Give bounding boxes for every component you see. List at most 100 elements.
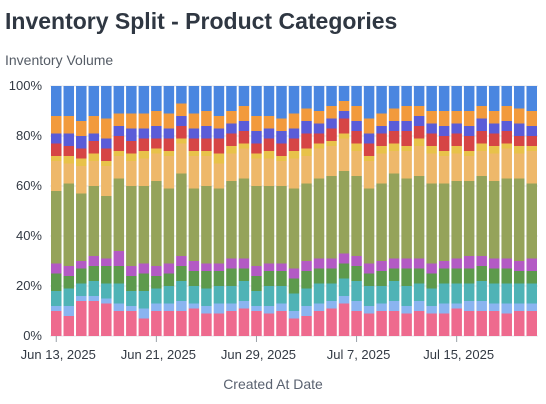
bar-segment[interactable] (301, 121, 312, 134)
bar-segment[interactable] (101, 266, 112, 284)
bar-segment[interactable] (488, 123, 500, 134)
bar-segment[interactable] (401, 151, 412, 179)
bar-segment[interactable] (151, 266, 162, 276)
bar-segment[interactable] (376, 286, 387, 304)
bar-segment[interactable] (526, 126, 537, 136)
bar-segment[interactable] (213, 116, 225, 129)
bar-segment[interactable] (263, 128, 275, 139)
bar-segment[interactable] (313, 311, 325, 336)
bar-segment[interactable] (451, 308, 462, 337)
bar-segment[interactable] (88, 86, 100, 116)
bar-segment[interactable] (226, 268, 237, 287)
bar-segment[interactable] (488, 146, 500, 154)
bar-segment[interactable] (401, 131, 412, 146)
bar-segment[interactable] (438, 136, 450, 151)
bar-segment[interactable] (338, 101, 350, 111)
bar-segment[interactable] (263, 86, 275, 116)
bar-segment[interactable] (126, 161, 137, 186)
bar-segment[interactable] (501, 268, 512, 284)
bar-segment[interactable] (113, 283, 125, 304)
bar-segment[interactable] (138, 308, 150, 319)
bar-segment[interactable] (201, 288, 212, 307)
bar-segment[interactable] (351, 256, 362, 266)
bar-segment[interactable] (413, 283, 425, 302)
bar-segment[interactable] (226, 258, 237, 269)
bar-segment[interactable] (326, 86, 337, 106)
bar-segment[interactable] (513, 146, 525, 154)
bar-segment[interactable] (76, 283, 87, 297)
bar-segment[interactable] (476, 256, 487, 266)
bar-segment[interactable] (526, 303, 537, 312)
bar-segment[interactable] (126, 306, 137, 311)
bar-segment[interactable] (51, 263, 62, 274)
bar-segment[interactable] (163, 156, 175, 189)
bar-segment[interactable] (501, 313, 512, 337)
bar-segment[interactable] (326, 118, 337, 129)
bar-segment[interactable] (51, 291, 62, 306)
bar-segment[interactable] (176, 281, 187, 301)
bar-segment[interactable] (476, 301, 487, 311)
bar-segment[interactable] (238, 268, 250, 282)
bar-segment[interactable] (126, 291, 137, 306)
bar-segment[interactable] (126, 113, 137, 129)
bar-segment[interactable] (438, 268, 450, 284)
bar-segment[interactable] (176, 116, 187, 126)
bar-segment[interactable] (463, 86, 475, 111)
bar-segment[interactable] (163, 311, 175, 336)
bar-segment[interactable] (288, 293, 300, 312)
bar-segment[interactable] (513, 123, 525, 137)
bar-segment[interactable] (263, 186, 275, 264)
bar-segment[interactable] (376, 271, 387, 286)
bar-segment[interactable] (138, 186, 150, 264)
bar-segment[interactable] (101, 303, 112, 337)
bar-segment[interactable] (438, 111, 450, 126)
bar-segment[interactable] (388, 143, 400, 152)
bar-segment[interactable] (63, 86, 75, 116)
bar-segment[interactable] (213, 313, 225, 337)
bar-segment[interactable] (238, 258, 250, 269)
bar-segment[interactable] (288, 268, 300, 279)
bar-segment[interactable] (201, 186, 212, 264)
bar-segment[interactable] (288, 151, 300, 159)
bar-segment[interactable] (463, 181, 475, 256)
bar-segment[interactable] (226, 146, 237, 154)
bar-segment[interactable] (238, 308, 250, 337)
bar-segment[interactable] (226, 286, 237, 304)
bar-segment[interactable] (488, 258, 500, 269)
bar-segment[interactable] (326, 283, 337, 302)
bar-segment[interactable] (188, 151, 200, 156)
bar-segment[interactable] (288, 113, 300, 129)
bar-segment[interactable] (163, 273, 175, 287)
bar-segment[interactable] (238, 148, 250, 179)
bar-segment[interactable] (163, 188, 175, 264)
bar-segment[interactable] (238, 143, 250, 149)
bar-segment[interactable] (351, 86, 362, 106)
bar-segment[interactable] (226, 311, 237, 336)
bar-segment[interactable] (463, 151, 475, 156)
bar-segment[interactable] (301, 271, 312, 289)
bar-segment[interactable] (51, 133, 62, 144)
bar-segment[interactable] (326, 106, 337, 119)
bar-segment[interactable] (163, 286, 175, 304)
bar-segment[interactable] (101, 258, 112, 267)
bar-segment[interactable] (276, 303, 287, 312)
bar-segment[interactable] (263, 151, 275, 159)
bar-segment[interactable] (213, 303, 225, 314)
bar-segment[interactable] (188, 308, 200, 337)
bar-segment[interactable] (363, 286, 375, 306)
bar-segment[interactable] (113, 311, 125, 336)
bar-segment[interactable] (276, 86, 287, 119)
bar-segment[interactable] (501, 178, 512, 259)
bar-segment[interactable] (88, 141, 100, 154)
bar-segment[interactable] (326, 141, 337, 146)
bar-segment[interactable] (251, 131, 262, 144)
bar-segment[interactable] (301, 133, 312, 149)
bar-segment[interactable] (301, 306, 312, 316)
bar-segment[interactable] (176, 143, 187, 174)
bar-segment[interactable] (413, 301, 425, 311)
bar-segment[interactable] (151, 303, 162, 312)
bar-segment[interactable] (51, 116, 62, 134)
bar-segment[interactable] (288, 128, 300, 139)
bar-segment[interactable] (88, 296, 100, 301)
bar-segment[interactable] (451, 258, 462, 269)
